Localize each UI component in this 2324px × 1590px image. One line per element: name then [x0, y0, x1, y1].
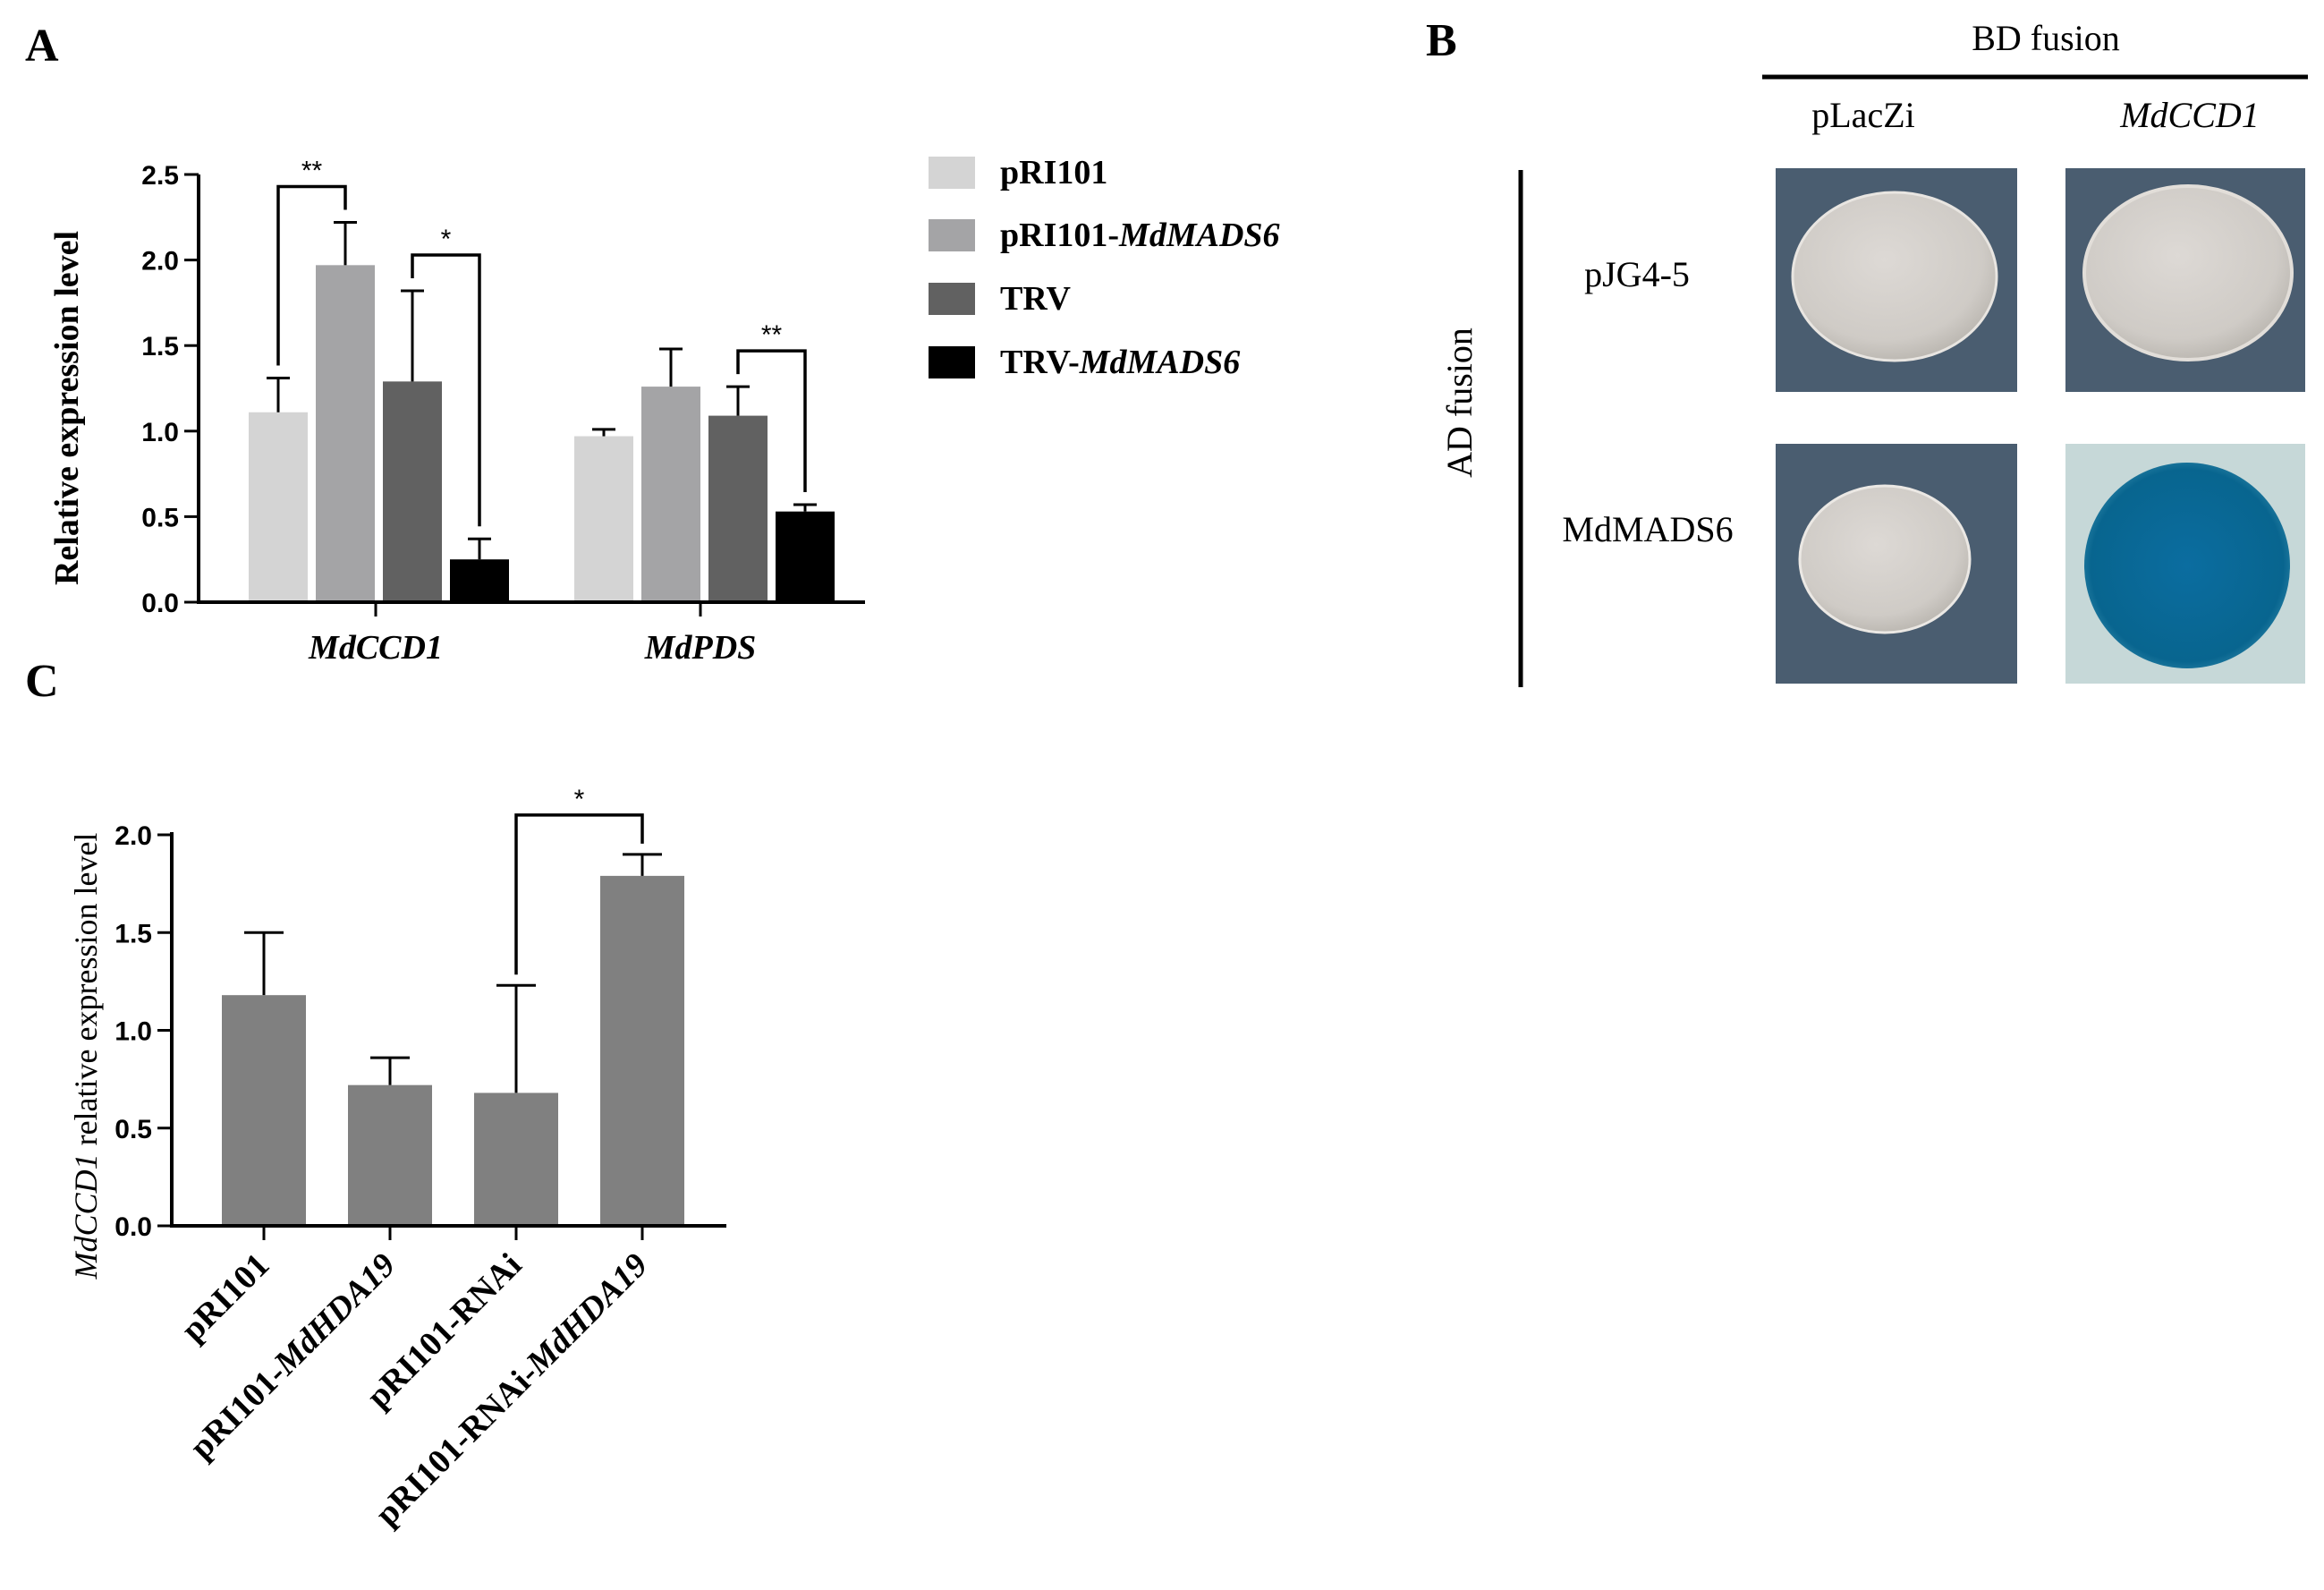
significance-bracket	[411, 253, 481, 527]
panel-c-x-labels: pRI101pRI101-MdHDA19pRI101-RNAipRI101-RN…	[174, 1226, 655, 1533]
y-tick-label: 2.0	[115, 821, 152, 851]
colony-white	[1791, 191, 1998, 362]
bar	[348, 1084, 432, 1226]
panel-a-y-ticks: 0.0 0.5 1.0 1.5 2.0 2.5	[141, 161, 199, 618]
significance-label: *	[574, 785, 585, 814]
panel-b-y2h-assay: B BD fusion pLacZi MdCCD1 AD fusion pJG4…	[1426, 15, 2308, 687]
panel-c-bars	[222, 875, 684, 1226]
colony-plate	[1776, 444, 2017, 684]
significance-bracket	[514, 813, 644, 975]
panel-a-bars	[249, 265, 835, 602]
bar	[383, 381, 442, 602]
bar	[600, 875, 684, 1226]
legend-label: TRV-MdMADS6	[1000, 344, 1240, 381]
bar	[776, 511, 835, 602]
panel-c-letter: C	[25, 656, 59, 707]
y-tick-label: 0.5	[115, 1115, 152, 1144]
significance-label: **	[301, 157, 323, 186]
panel-c-significance: *	[514, 785, 644, 975]
ad-row-label: pJG4-5	[1584, 254, 1690, 294]
panel-a-significance: *****	[276, 157, 807, 527]
bd-column-label: MdCCD1	[2119, 95, 2260, 135]
y-tick-label: 0.5	[141, 503, 179, 532]
colony-white	[2082, 184, 2294, 361]
panel-a-letter: A	[25, 21, 59, 72]
y-tick-label: 1.5	[141, 332, 179, 361]
panel-a-chart: A Relative expression level 0.0 0.5 1.0 1.5…	[25, 21, 1280, 667]
bar	[474, 1093, 558, 1226]
y-tick-label: 2.0	[141, 247, 179, 276]
y-tick-label: 1.0	[115, 1017, 152, 1047]
legend-swatch	[929, 157, 975, 189]
significance-label: *	[441, 225, 452, 254]
panel-a-y-axis-title: Relative expression level	[48, 231, 86, 585]
panel-c-y-ticks: 0.0 0.5 1.0 1.5 2.0	[115, 821, 172, 1242]
bar	[450, 559, 509, 602]
x-tick-label: pRI101-MdHDA19	[182, 1246, 403, 1467]
panel-c-chart: C MdCCD1 relative expression level 0.00.…	[25, 656, 726, 1533]
colony-plate	[1776, 168, 2017, 392]
bar	[641, 387, 700, 602]
significance-bracket	[276, 184, 347, 366]
colony-plate	[2065, 168, 2305, 392]
colony-plate	[2065, 444, 2305, 684]
panel-a-error-bars	[267, 221, 817, 560]
colony-white	[1798, 484, 1972, 634]
significance-bracket	[736, 349, 807, 493]
x-tick-label: pRI101	[174, 1246, 277, 1349]
legend-swatch	[929, 219, 975, 251]
panel-b-letter: B	[1426, 15, 1457, 66]
legend-label: pRI101	[1000, 154, 1107, 191]
y-tick-label: 1.0	[141, 418, 179, 447]
panel-a-category-label: MdCCD1	[308, 629, 443, 667]
y-tick-label: 1.5	[115, 919, 152, 948]
legend-swatch	[929, 346, 975, 378]
panel-a-category-label: MdPDS	[644, 629, 757, 667]
bar	[708, 415, 768, 602]
significance-label: **	[761, 320, 783, 350]
legend-swatch	[929, 283, 975, 315]
ad-fusion-header: AD fusion	[1439, 327, 1480, 478]
bd-column-label: pLacZi	[1811, 95, 1915, 135]
ad-row-label: MdMADS6	[1562, 509, 1733, 549]
bar	[316, 265, 375, 602]
panel-c-error-bars	[244, 853, 662, 1093]
y-tick-label: 0.0	[115, 1212, 152, 1242]
panel-c-y-axis-title: MdCCD1 relative expression level	[68, 833, 104, 1280]
legend-label: TRV	[1000, 280, 1071, 318]
legend-label: pRI101-MdMADS6	[1000, 217, 1280, 254]
colony-blue	[2084, 463, 2290, 668]
bar	[222, 995, 306, 1226]
panel-a-legend: pRI101 pRI101-MdMADS6 TRV TRV-MdMADS6	[929, 154, 1280, 381]
y-tick-label: 0.0	[141, 589, 179, 618]
y-tick-label: 2.5	[141, 161, 179, 191]
bar	[249, 412, 308, 602]
bar	[574, 436, 633, 602]
bd-fusion-header: BD fusion	[1972, 18, 2120, 58]
